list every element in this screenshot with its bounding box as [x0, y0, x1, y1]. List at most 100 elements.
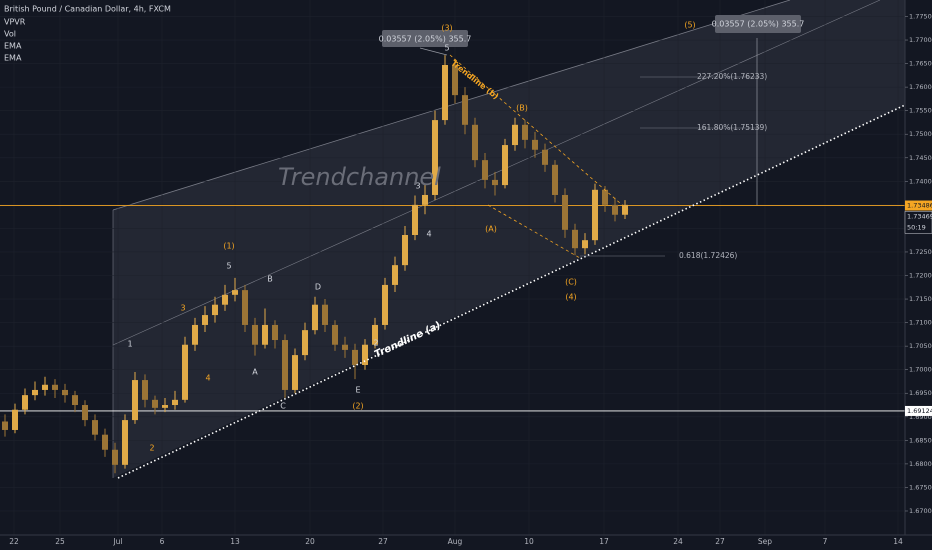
candle-body — [162, 405, 168, 408]
wave-label: (B) — [516, 104, 528, 113]
candle-body — [22, 395, 28, 410]
x-tick-label: 10 — [524, 537, 534, 546]
candle-body — [572, 229, 578, 249]
price-tag-label: 1.69124 — [907, 407, 932, 415]
candle-body — [62, 389, 68, 396]
legend-item: EMA — [4, 42, 22, 51]
candle-body — [422, 194, 428, 205]
wave-label: 2 — [149, 444, 154, 453]
candle-body — [442, 64, 448, 121]
y-tick-label: 1.68500 — [909, 436, 932, 444]
wave-label: (A) — [485, 225, 497, 234]
candle-body — [622, 204, 628, 215]
candle-body — [142, 380, 148, 400]
candle-body — [502, 145, 508, 186]
y-tick-label: 1.76500 — [909, 60, 932, 68]
candle-body — [582, 240, 588, 249]
candle-body — [522, 124, 528, 140]
candle-body — [232, 290, 238, 295]
candle-body — [252, 324, 258, 345]
wave-label: (4) — [565, 293, 576, 302]
axes: 1.67000 1.67500 1.68000 1.68500 1.69000 1.695… — [9, 12, 932, 546]
candle-body — [262, 324, 268, 345]
candle-body — [212, 304, 218, 316]
candle-body — [512, 124, 518, 146]
x-tick-label: 27 — [378, 537, 388, 546]
fib-label: 0.618(1.72426) — [679, 251, 737, 260]
candle-body — [342, 344, 348, 350]
price-tag-label: 1.73486 — [907, 202, 932, 210]
candle-body — [112, 449, 118, 465]
candle-body — [302, 330, 308, 356]
y-tick-label: 1.72000 — [909, 272, 932, 280]
candle-body — [82, 405, 88, 421]
candles — [2, 55, 628, 474]
candle-body — [482, 160, 488, 180]
candle-body — [312, 304, 318, 331]
candle-body — [182, 344, 188, 400]
x-tick-label: 25 — [55, 537, 65, 546]
y-tick-label: 1.74000 — [909, 177, 932, 185]
wave-label: 5 — [444, 44, 449, 53]
grid — [0, 0, 905, 535]
x-tick-label: Sep — [758, 537, 772, 546]
candle-body — [542, 149, 548, 165]
candle-body — [612, 204, 618, 215]
candle-body — [322, 304, 328, 325]
y-tick-label: 1.67500 — [909, 483, 932, 491]
wave-label: 3 — [415, 182, 420, 191]
candle-body — [492, 179, 498, 186]
x-tick-label: 17 — [599, 537, 609, 546]
candle-body — [462, 95, 468, 125]
y-tick-label: 1.69500 — [909, 389, 932, 397]
y-tick-label: 1.68000 — [909, 460, 932, 468]
y-tick-label: 1.75000 — [909, 130, 932, 138]
legend-item: VPVR — [4, 18, 26, 27]
fib-label: 161.80%(1.75139) — [697, 123, 767, 132]
x-tick-label: 7 — [823, 537, 828, 546]
y-tick-label: 1.70500 — [909, 342, 932, 350]
x-tick-label: Aug — [448, 537, 463, 546]
candle-body — [352, 349, 358, 365]
candle-body — [552, 164, 558, 195]
candle-body — [392, 265, 398, 285]
y-tick-label: 1.71000 — [909, 319, 932, 327]
candle-body — [362, 344, 368, 365]
candle-body — [152, 399, 158, 408]
candle-body — [602, 189, 608, 205]
y-tick-label: 1.69000 — [909, 413, 932, 421]
legend-item: Vol — [4, 30, 16, 39]
wave-label: (2) — [352, 402, 363, 411]
candle-body — [222, 294, 228, 305]
candle-body — [372, 324, 378, 345]
wave-label: 4 — [426, 230, 431, 239]
y-tick-label: 1.75500 — [909, 107, 932, 115]
y-tick-label: 1.67000 — [909, 507, 932, 515]
y-tick-label: 1.74500 — [909, 154, 932, 162]
wave-label: (3) — [441, 24, 452, 33]
measure-box — [715, 15, 801, 33]
candle-body — [592, 189, 598, 241]
measure-line — [419, 47, 448, 56]
price-lines — [0, 205, 905, 412]
y-tick-label: 1.76000 — [909, 83, 932, 91]
wave-label: (1) — [223, 242, 234, 251]
candle-body — [102, 434, 108, 450]
candle-body — [122, 420, 128, 465]
last-price-tag — [904, 211, 932, 234]
x-tick-label: 22 — [9, 537, 19, 546]
measure-label: 0.03557 (2.05%) 355.7 — [379, 35, 472, 44]
candle-body — [32, 389, 38, 396]
y-tick-label: 1.77000 — [909, 36, 932, 44]
candle-body — [42, 384, 48, 390]
candle-body — [382, 284, 388, 325]
candle-body — [412, 204, 418, 236]
x-tick-label: 20 — [305, 537, 315, 546]
candle-body — [202, 315, 208, 325]
wave-label: 3 — [180, 304, 185, 313]
candle-body — [52, 384, 58, 390]
candle-body — [292, 355, 298, 390]
